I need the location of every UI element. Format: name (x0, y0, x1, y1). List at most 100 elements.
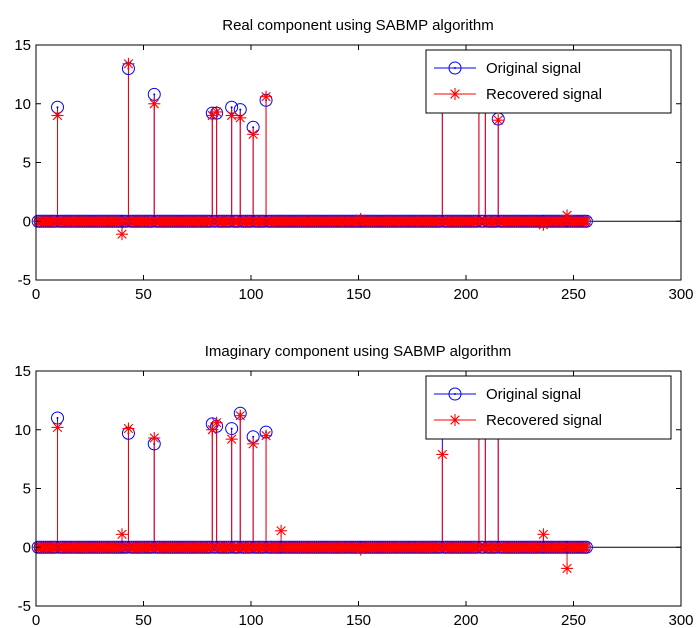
legend-marker (449, 414, 461, 426)
y-tick-label: 0 (23, 539, 31, 556)
asterisk-stroke (562, 210, 572, 221)
x-tick-label: 250 (561, 612, 586, 628)
recovered-point (225, 109, 238, 122)
asterisk-stroke (149, 99, 159, 109)
legend-box (425, 49, 672, 114)
asterisk-stroke (450, 89, 460, 99)
circle-marker-dot (454, 67, 456, 69)
recovered-point (580, 541, 593, 554)
asterisk-stroke (149, 433, 159, 443)
y-tick-label: 10 (14, 96, 31, 113)
legend-item: Recovered signal (434, 86, 602, 103)
asterisk-stroke (117, 529, 127, 540)
recovered-markers (32, 57, 593, 241)
circle-marker-dot (56, 417, 59, 419)
recovered-point (225, 433, 238, 446)
asterisk-stroke (248, 129, 258, 140)
legend-item: Original signal (434, 386, 581, 403)
recovered-point (51, 109, 64, 122)
recovered-point (260, 429, 273, 442)
imaginary-component-plot: Imaginary component using SABMP algorith… (14, 343, 693, 628)
asterisk-stroke (235, 410, 245, 421)
asterisk-stroke (538, 529, 549, 540)
legend-label: Recovered signal (486, 412, 602, 429)
circle-marker-dot (252, 435, 255, 438)
asterisk-stroke (226, 110, 237, 121)
x-tick-label: 0 (32, 612, 40, 628)
y-tick-label: 10 (14, 422, 31, 439)
recovered-point (561, 562, 574, 575)
recovered-point (210, 416, 223, 429)
asterisk-stroke (226, 434, 237, 444)
x-tick-label: 200 (453, 612, 478, 628)
legend-label: Original signal (486, 386, 581, 403)
asterisk-stroke (493, 115, 503, 125)
recovered-point (210, 105, 223, 118)
x-tick-label: 200 (453, 286, 478, 303)
recovered-point (260, 90, 273, 103)
asterisk-stroke (562, 563, 572, 574)
plot-title-imaginary: Imaginary component using SABMP algorith… (205, 343, 512, 360)
y-tick-label: -5 (18, 272, 31, 289)
asterisk-stroke (261, 430, 271, 441)
asterisk-stroke (248, 439, 258, 449)
y-tick-label: 15 (14, 363, 31, 380)
asterisk-stroke (211, 417, 222, 428)
asterisk-stroke (52, 422, 63, 433)
circle-marker-dot (56, 106, 59, 109)
recovered-point (206, 423, 219, 436)
circle-marker-dot (153, 93, 156, 96)
recovered-point (275, 524, 288, 537)
circle-marker-dot (239, 108, 242, 111)
legend-marker (448, 387, 462, 401)
recovered-stems (57, 63, 568, 235)
recovered-point (492, 114, 505, 127)
legend-item: Original signal (434, 60, 581, 77)
legend-marker (448, 61, 462, 75)
x-tick-label: 100 (238, 286, 263, 303)
legend-item: Recovered signal (434, 412, 602, 429)
circle-marker-dot (230, 427, 233, 430)
asterisk-stroke (437, 449, 448, 460)
recovered-point (234, 409, 247, 422)
y-tick-label: 5 (23, 155, 31, 172)
plot-title-real: Real component using SABMP algorithm (222, 17, 494, 34)
recovered-point (247, 437, 260, 450)
recovered-point (436, 448, 449, 461)
circle-marker (448, 61, 462, 75)
recovered-point (51, 421, 64, 434)
asterisk-stroke (207, 425, 218, 435)
recovered-point (148, 431, 161, 444)
y-tick-label: 15 (14, 37, 31, 54)
x-tick-label: 0 (32, 286, 40, 303)
circle-marker (448, 387, 462, 401)
recovered-point (537, 528, 550, 541)
asterisk-stroke (123, 59, 134, 69)
legend-label: Recovered signal (486, 86, 602, 103)
y-tick-label: 5 (23, 481, 31, 498)
recovered-point (247, 128, 260, 141)
circle-marker-dot (252, 126, 255, 129)
y-tick-label: -5 (18, 598, 31, 615)
asterisk-stroke (581, 216, 592, 226)
legend: Original signal Recovered signal (425, 375, 672, 440)
x-tick-label: 250 (561, 286, 586, 303)
x-tick-label: 300 (668, 612, 693, 628)
x-tick-label: 150 (346, 286, 371, 303)
real-component-plot: Real component using SABMP algorithm 0 5 0… (14, 17, 693, 303)
y-tick-label: 0 (23, 213, 31, 230)
asterisk-stroke (235, 113, 245, 123)
recovered-point (116, 528, 128, 541)
legend-label: Original signal (486, 60, 581, 77)
asterisk-stroke (52, 110, 63, 121)
asterisk-stroke (261, 91, 271, 102)
recovered-point (234, 111, 247, 124)
recovered-point (148, 97, 161, 110)
legend-marker (449, 88, 461, 100)
asterisk-stroke (581, 542, 592, 552)
recovered-point (580, 215, 593, 228)
x-tick-label: 100 (238, 612, 263, 628)
asterisk-stroke (117, 229, 127, 239)
asterisk-stroke (123, 423, 134, 434)
